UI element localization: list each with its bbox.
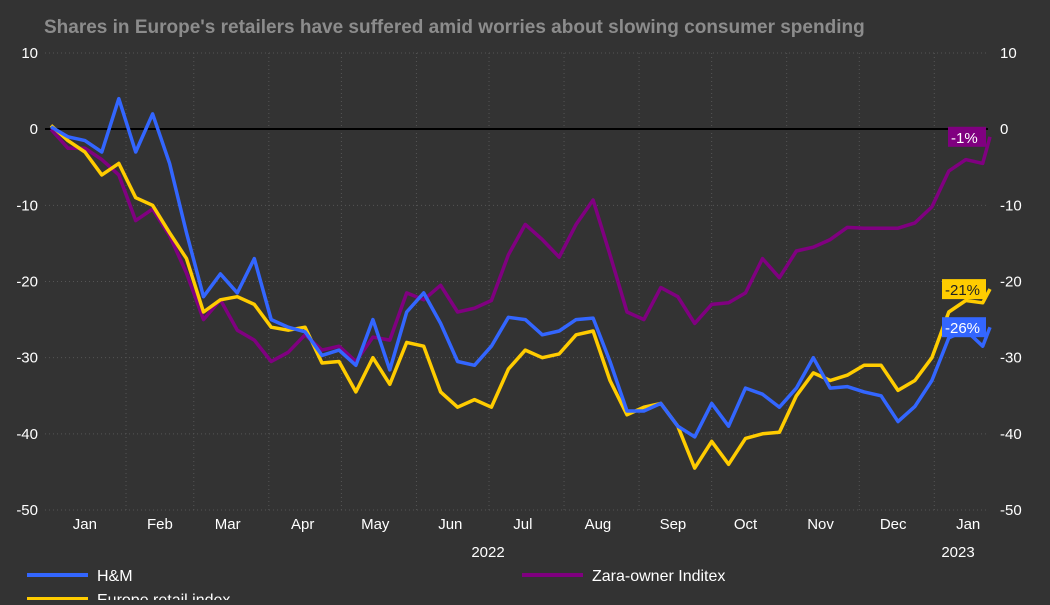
- x-tick-label: May: [361, 516, 390, 533]
- x-tick-label: Feb: [147, 516, 173, 533]
- year-label-2023: 2023: [941, 544, 974, 561]
- y-tick-label-left: 0: [30, 121, 38, 138]
- gridlines: [45, 52, 988, 511]
- end-label-text: -21%: [945, 282, 980, 299]
- end-label-box: [942, 317, 986, 338]
- legend-label: Europe retail index: [97, 592, 230, 600]
- year-label-2022: 2022: [471, 544, 504, 561]
- y-tick-label-left: 10: [21, 45, 38, 62]
- y-tick-label-left: -20: [16, 274, 38, 291]
- x-tick-label: Nov: [807, 516, 834, 533]
- series-line-europe-retail-index: [49, 124, 992, 470]
- series-line-h-m: [50, 96, 992, 439]
- y-axis-right: 10 0 -10 -20 -30 -40 -50: [1000, 45, 1022, 519]
- end-label-text: -1%: [951, 130, 978, 147]
- x-tick-label: Mar: [215, 516, 241, 533]
- end-label-box: [942, 279, 986, 300]
- x-tick-label: Jan: [956, 516, 980, 533]
- x-tick-label: Jan: [73, 516, 97, 533]
- x-tick-label: Dec: [880, 516, 907, 533]
- x-tick-label: Aug: [585, 516, 612, 533]
- y-tick-label-left: -10: [16, 197, 38, 214]
- end-labels: -26% -21% -1%: [942, 126, 986, 338]
- x-tick-label: Oct: [734, 516, 758, 533]
- legend-label: Zara-owner Inditex: [592, 568, 725, 585]
- end-label: -1%: [948, 126, 986, 147]
- legend-item: Europe retail index: [27, 592, 230, 605]
- chart-subtitle: Shares in Europe's retailers have suffer…: [44, 17, 865, 38]
- y-tick-label-right: 10: [1000, 45, 1017, 62]
- x-tick-label: Jun: [438, 516, 462, 533]
- y-tick-label-right: -40: [1000, 426, 1022, 443]
- end-label: -21%: [942, 279, 986, 300]
- series-line-zara-owner-inditex: [49, 128, 992, 364]
- legend-label: H&M: [97, 568, 133, 585]
- series-lines: [49, 96, 992, 470]
- y-tick-label-right: -50: [1000, 502, 1022, 519]
- x-axis: Jan Feb Mar Apr May Jun Jul Aug Sep Oct Nov Dec Jan 2…: [73, 516, 980, 561]
- x-tick-label: Apr: [291, 516, 314, 533]
- end-label-text: -26%: [945, 320, 980, 337]
- y-tick-label-right: 0: [1000, 121, 1008, 138]
- end-label-box: [948, 126, 986, 147]
- y-tick-label-left: -30: [16, 350, 38, 367]
- x-tick-label: Sep: [660, 516, 687, 533]
- end-label: -26%: [942, 317, 986, 338]
- y-tick-label-right: -20: [1000, 274, 1022, 291]
- legend: H&M Zara-owner Inditex Europe retail index: [27, 568, 725, 605]
- y-tick-label-left: -40: [16, 426, 38, 443]
- legend-item: H&M: [27, 568, 133, 585]
- y-axis-left: 10 0 -10 -20 -30 -40 -50: [16, 45, 38, 519]
- y-tick-label-left: -50: [16, 502, 38, 519]
- y-tick-label-right: -10: [1000, 197, 1022, 214]
- y-tick-label-right: -30: [1000, 350, 1022, 367]
- legend-item: Zara-owner Inditex: [522, 568, 725, 585]
- x-tick-label: Jul: [513, 516, 532, 533]
